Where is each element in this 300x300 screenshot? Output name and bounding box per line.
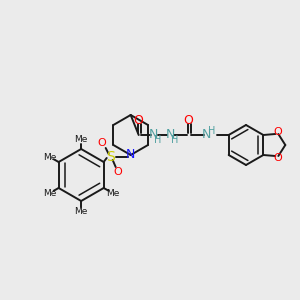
Text: S: S [106, 150, 115, 164]
Text: Me: Me [106, 188, 119, 197]
Text: O: O [273, 127, 282, 137]
Text: N: N [166, 128, 175, 142]
Text: Me: Me [43, 188, 56, 197]
Text: O: O [184, 115, 194, 128]
Text: H: H [208, 126, 215, 136]
Text: Me: Me [74, 206, 88, 215]
Text: O: O [97, 138, 106, 148]
Text: H: H [171, 135, 178, 145]
Text: O: O [134, 115, 144, 128]
Text: H: H [154, 135, 161, 145]
Text: N: N [149, 128, 158, 142]
Text: O: O [273, 153, 282, 163]
Text: N: N [202, 128, 211, 142]
Text: N: N [126, 148, 135, 161]
Text: O: O [113, 167, 122, 177]
Text: Me: Me [74, 136, 88, 145]
Text: Me: Me [43, 152, 56, 161]
